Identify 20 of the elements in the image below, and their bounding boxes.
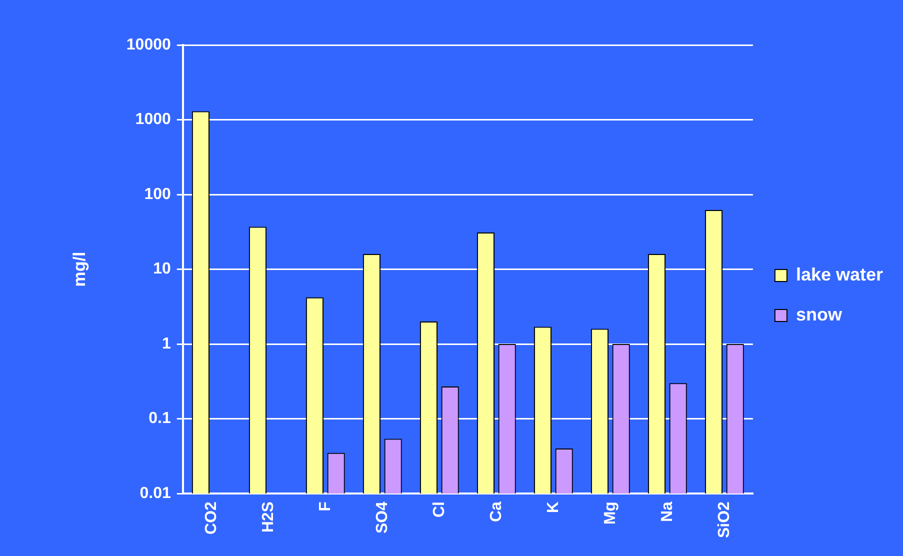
x-tick-label: K xyxy=(544,501,562,514)
x-tick-label: Ca xyxy=(488,501,505,522)
x-tick-label: H2S xyxy=(260,501,277,533)
legend-label: lake water xyxy=(796,264,884,284)
x-tick-label: CO2 xyxy=(202,501,220,534)
y-tick-label: 1000 xyxy=(135,111,171,128)
legend-label: snow xyxy=(796,304,843,324)
y-tick-label: 10 xyxy=(153,260,171,278)
y-tick-label: 1 xyxy=(162,335,171,352)
x-tick-label: SO4 xyxy=(374,501,391,534)
x-tick-label: SiO2 xyxy=(716,501,733,538)
x-tick-label: Mg xyxy=(602,502,619,525)
y-tick-label: 0.01 xyxy=(140,484,171,502)
x-tick-label: Cl xyxy=(430,502,448,518)
y-tick-label: 10000 xyxy=(126,36,171,54)
y-tick-label: 100 xyxy=(144,186,171,203)
y-axis-title: mg/l xyxy=(70,252,89,287)
x-tick-label: Na xyxy=(658,501,676,522)
y-tick-label: 0.1 xyxy=(148,410,171,428)
x-tick-label: F xyxy=(316,501,334,512)
